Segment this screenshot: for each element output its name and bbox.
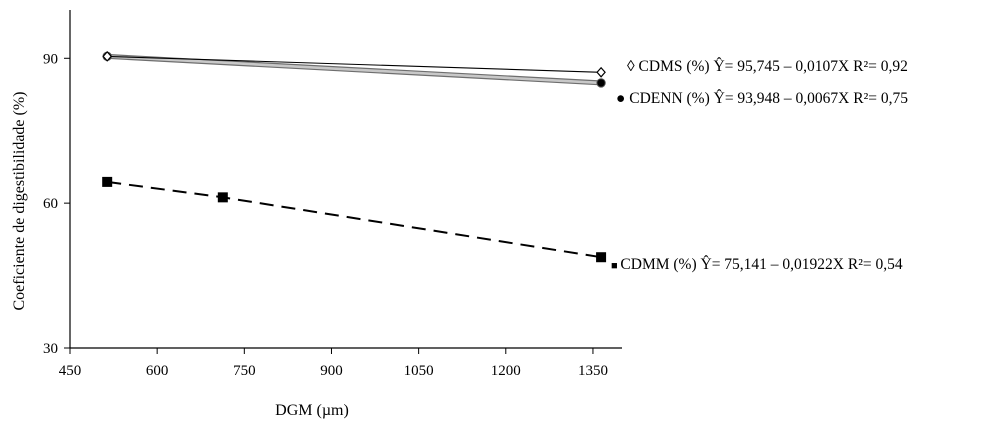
series-cdmm (102, 176, 607, 263)
r2-cdenn: R²= 0,75 (853, 90, 908, 107)
x-tick-label: 750 (233, 363, 256, 379)
y-tick-label: 90 (43, 51, 58, 67)
y-tick-label: 60 (43, 196, 58, 212)
r2-cdmm: R²= 0,54 (848, 256, 903, 273)
series-name-cdmm: CDMM (%) (620, 256, 700, 273)
trend-line-cdenn (107, 55, 602, 85)
data-point-cdms (102, 50, 112, 62)
r2-cdms: R²= 0,92 (853, 58, 908, 75)
data-point-cdms (596, 66, 606, 78)
trend-line-cdmm (107, 180, 602, 259)
equation-label-cdmm: ■ CDMM (%) Ŷ= 75,141 – 0,01922X R²= 0,54 (611, 256, 903, 273)
axes: 450 600 750 900 1050 1200 1350 30 60 90 DGM (µm) Co… (11, 10, 622, 419)
series-name-cdms: CDMS (%) (639, 58, 714, 75)
y-tick-label: 30 (43, 341, 58, 357)
annotations: ◊ CDMS (%) Ŷ= 95,745 – 0,0107X R²= 0,92 ●… (611, 58, 908, 273)
equation-cdenn: Ŷ= 93,948 – 0,0067X (714, 90, 854, 107)
x-tick-label: 600 (146, 363, 169, 379)
data-point-cdenn (596, 78, 606, 88)
x-axis-label: DGM (µm) (275, 402, 349, 419)
equation-label-cdenn: ● CDENN (%) Ŷ= 93,948 – 0,0067X R²= 0,75 (616, 90, 908, 107)
legend-marker-cdms: ◊ (627, 58, 639, 75)
equation-label-cdms: ◊ CDMS (%) Ŷ= 95,745 – 0,0107X R²= 0,92 (627, 58, 908, 75)
x-tick-label: 1350 (578, 363, 608, 379)
data-point-cdmm (102, 176, 113, 187)
legend-marker-cdmm: ■ (611, 260, 620, 272)
legend-marker-cdenn: ● (616, 90, 629, 107)
y-axis-label: Coeficiente de digestibilidade (%) (11, 91, 28, 310)
equation-cdms: Ŷ= 95,745 – 0,0107X (713, 58, 853, 75)
x-tick-label: 900 (320, 363, 343, 379)
series-name-cdenn: CDENN (%) (629, 90, 713, 107)
trend-line-cdms (107, 55, 602, 73)
data-point-cdmm (217, 192, 228, 203)
x-tick-label: 1050 (404, 363, 434, 379)
series-cdms (102, 50, 606, 78)
data-point-cdmm (596, 252, 607, 263)
x-tick-label: 1200 (491, 363, 521, 379)
x-tick-label: 450 (59, 363, 82, 379)
series-layer (102, 50, 607, 263)
equation-cdmm: Ŷ= 75,141 – 0,01922X (701, 256, 848, 273)
